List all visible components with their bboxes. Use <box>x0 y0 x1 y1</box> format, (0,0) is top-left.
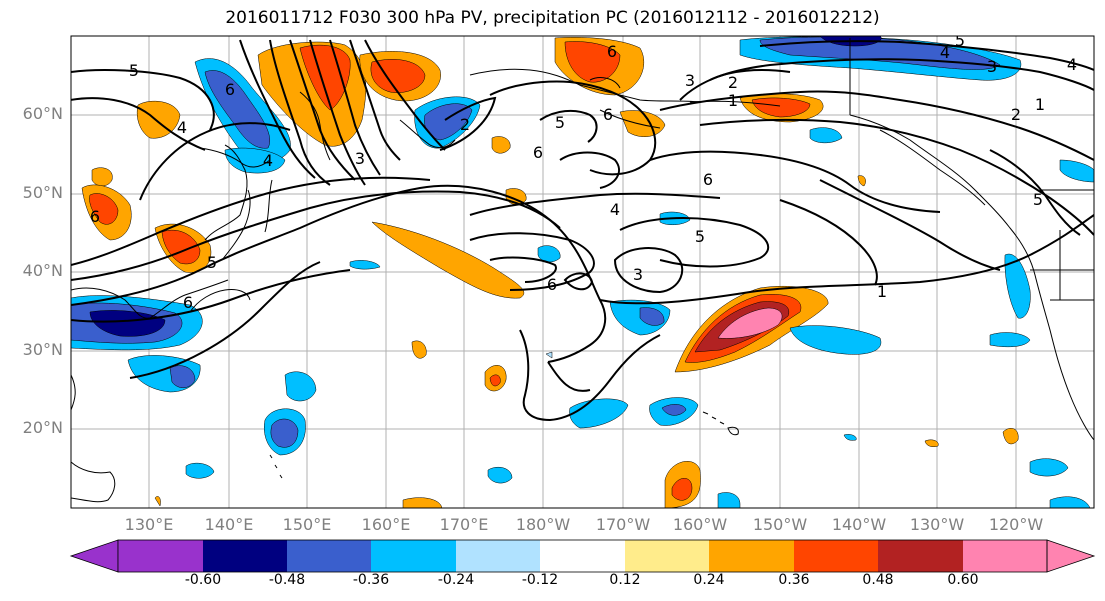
lat-label: 50°N <box>22 183 63 202</box>
lon-label: 170°E <box>439 515 489 534</box>
colorbar-bin <box>203 540 287 572</box>
colorbar-label: -0.36 <box>352 572 390 588</box>
colorbar-bin <box>287 540 371 572</box>
contour-label: 6 <box>90 207 100 226</box>
colorbar-label: 0.12 <box>609 572 641 588</box>
contour-label: 2 <box>728 73 738 92</box>
coastlines <box>71 38 1094 503</box>
contour-label: 2 <box>460 115 470 134</box>
colorbar-bin <box>371 540 456 572</box>
colorbar-bin <box>118 540 203 572</box>
map-plot-area: 5 6 4 4 6 5 6 2 3 5 6 6 6 3 2 1 5 4 3 4 … <box>71 31 1094 508</box>
contour-label: 4 <box>610 200 620 219</box>
contour-label: 5 <box>1033 190 1043 209</box>
lon-label: 150°W <box>752 515 808 534</box>
colorbar <box>69 539 1096 573</box>
lon-label: 140°E <box>204 515 254 534</box>
contour-label: 4 <box>263 151 273 170</box>
lat-label: 60°N <box>22 104 63 123</box>
contour-label: 6 <box>547 275 557 294</box>
colorbar-bin <box>456 540 540 572</box>
colorbar-bin <box>540 540 625 572</box>
colorbar-extend-low <box>69 539 119 573</box>
lat-label: 20°N <box>22 418 63 437</box>
contour-label: 1 <box>728 91 738 110</box>
lon-label: 120°W <box>988 515 1044 534</box>
pv-contours <box>71 39 1094 422</box>
colorbar-extend-high <box>1046 539 1096 573</box>
lon-label: 130°W <box>909 515 965 534</box>
colorbar-label: 0.36 <box>778 572 810 588</box>
contour-label: 6 <box>225 80 235 99</box>
contour-label: 4 <box>177 118 187 137</box>
lon-label: 130°E <box>124 515 174 534</box>
contour-label: 1 <box>877 282 887 301</box>
lon-label: 160°W <box>672 515 728 534</box>
colorbar-label: 0.48 <box>862 572 894 588</box>
contour-label: 6 <box>603 105 613 124</box>
lon-label: 170°W <box>595 515 651 534</box>
colorbar-bin <box>794 540 878 572</box>
map-frame <box>70 35 1095 509</box>
lat-label: 40°N <box>22 261 63 280</box>
colorbar-bin <box>963 540 1047 572</box>
lon-label: 150°E <box>282 515 332 534</box>
contour-label: 4 <box>940 43 950 62</box>
lon-label: 140°W <box>831 515 887 534</box>
contour-label: 3 <box>633 265 643 284</box>
contour-label: 6 <box>703 170 713 189</box>
contour-label: 5 <box>207 253 217 272</box>
colorbar-label: -0.60 <box>184 572 222 588</box>
contour-labels: 5 6 4 4 6 5 6 2 3 5 6 6 6 3 2 1 5 4 3 4 … <box>90 31 1077 312</box>
contour-label: 5 <box>555 113 565 132</box>
colorbar-label: -0.48 <box>268 572 306 588</box>
lat-label: 30°N <box>22 340 63 359</box>
contour-label: 6 <box>607 42 617 61</box>
contour-label: 2 <box>1011 105 1021 124</box>
colorbar-label: -0.12 <box>521 572 559 588</box>
colorbar-bin <box>878 540 963 572</box>
contour-label: 6 <box>533 143 543 162</box>
contour-label: 5 <box>129 61 139 80</box>
contour-label: 1 <box>1035 95 1045 114</box>
contour-label: 3 <box>685 71 695 90</box>
colorbar-label: 0.24 <box>693 572 725 588</box>
contour-label: 3 <box>355 149 365 168</box>
contour-label: 5 <box>695 227 705 246</box>
contour-label: 5 <box>955 31 965 50</box>
lon-label: 160°E <box>361 515 411 534</box>
contour-label: 3 <box>987 57 997 76</box>
colorbar-label: 0.60 <box>947 572 979 588</box>
colorbar-bin <box>709 540 794 572</box>
precipitation-shading <box>71 36 1094 508</box>
contour-label: 6 <box>183 293 193 312</box>
lon-label: 180°W <box>515 515 571 534</box>
contour-label: 4 <box>1067 55 1077 74</box>
colorbar-label: -0.24 <box>437 572 475 588</box>
colorbar-bin <box>625 540 709 572</box>
map-title: 2016011712 F030 300 hPa PV, precipitatio… <box>225 8 880 28</box>
